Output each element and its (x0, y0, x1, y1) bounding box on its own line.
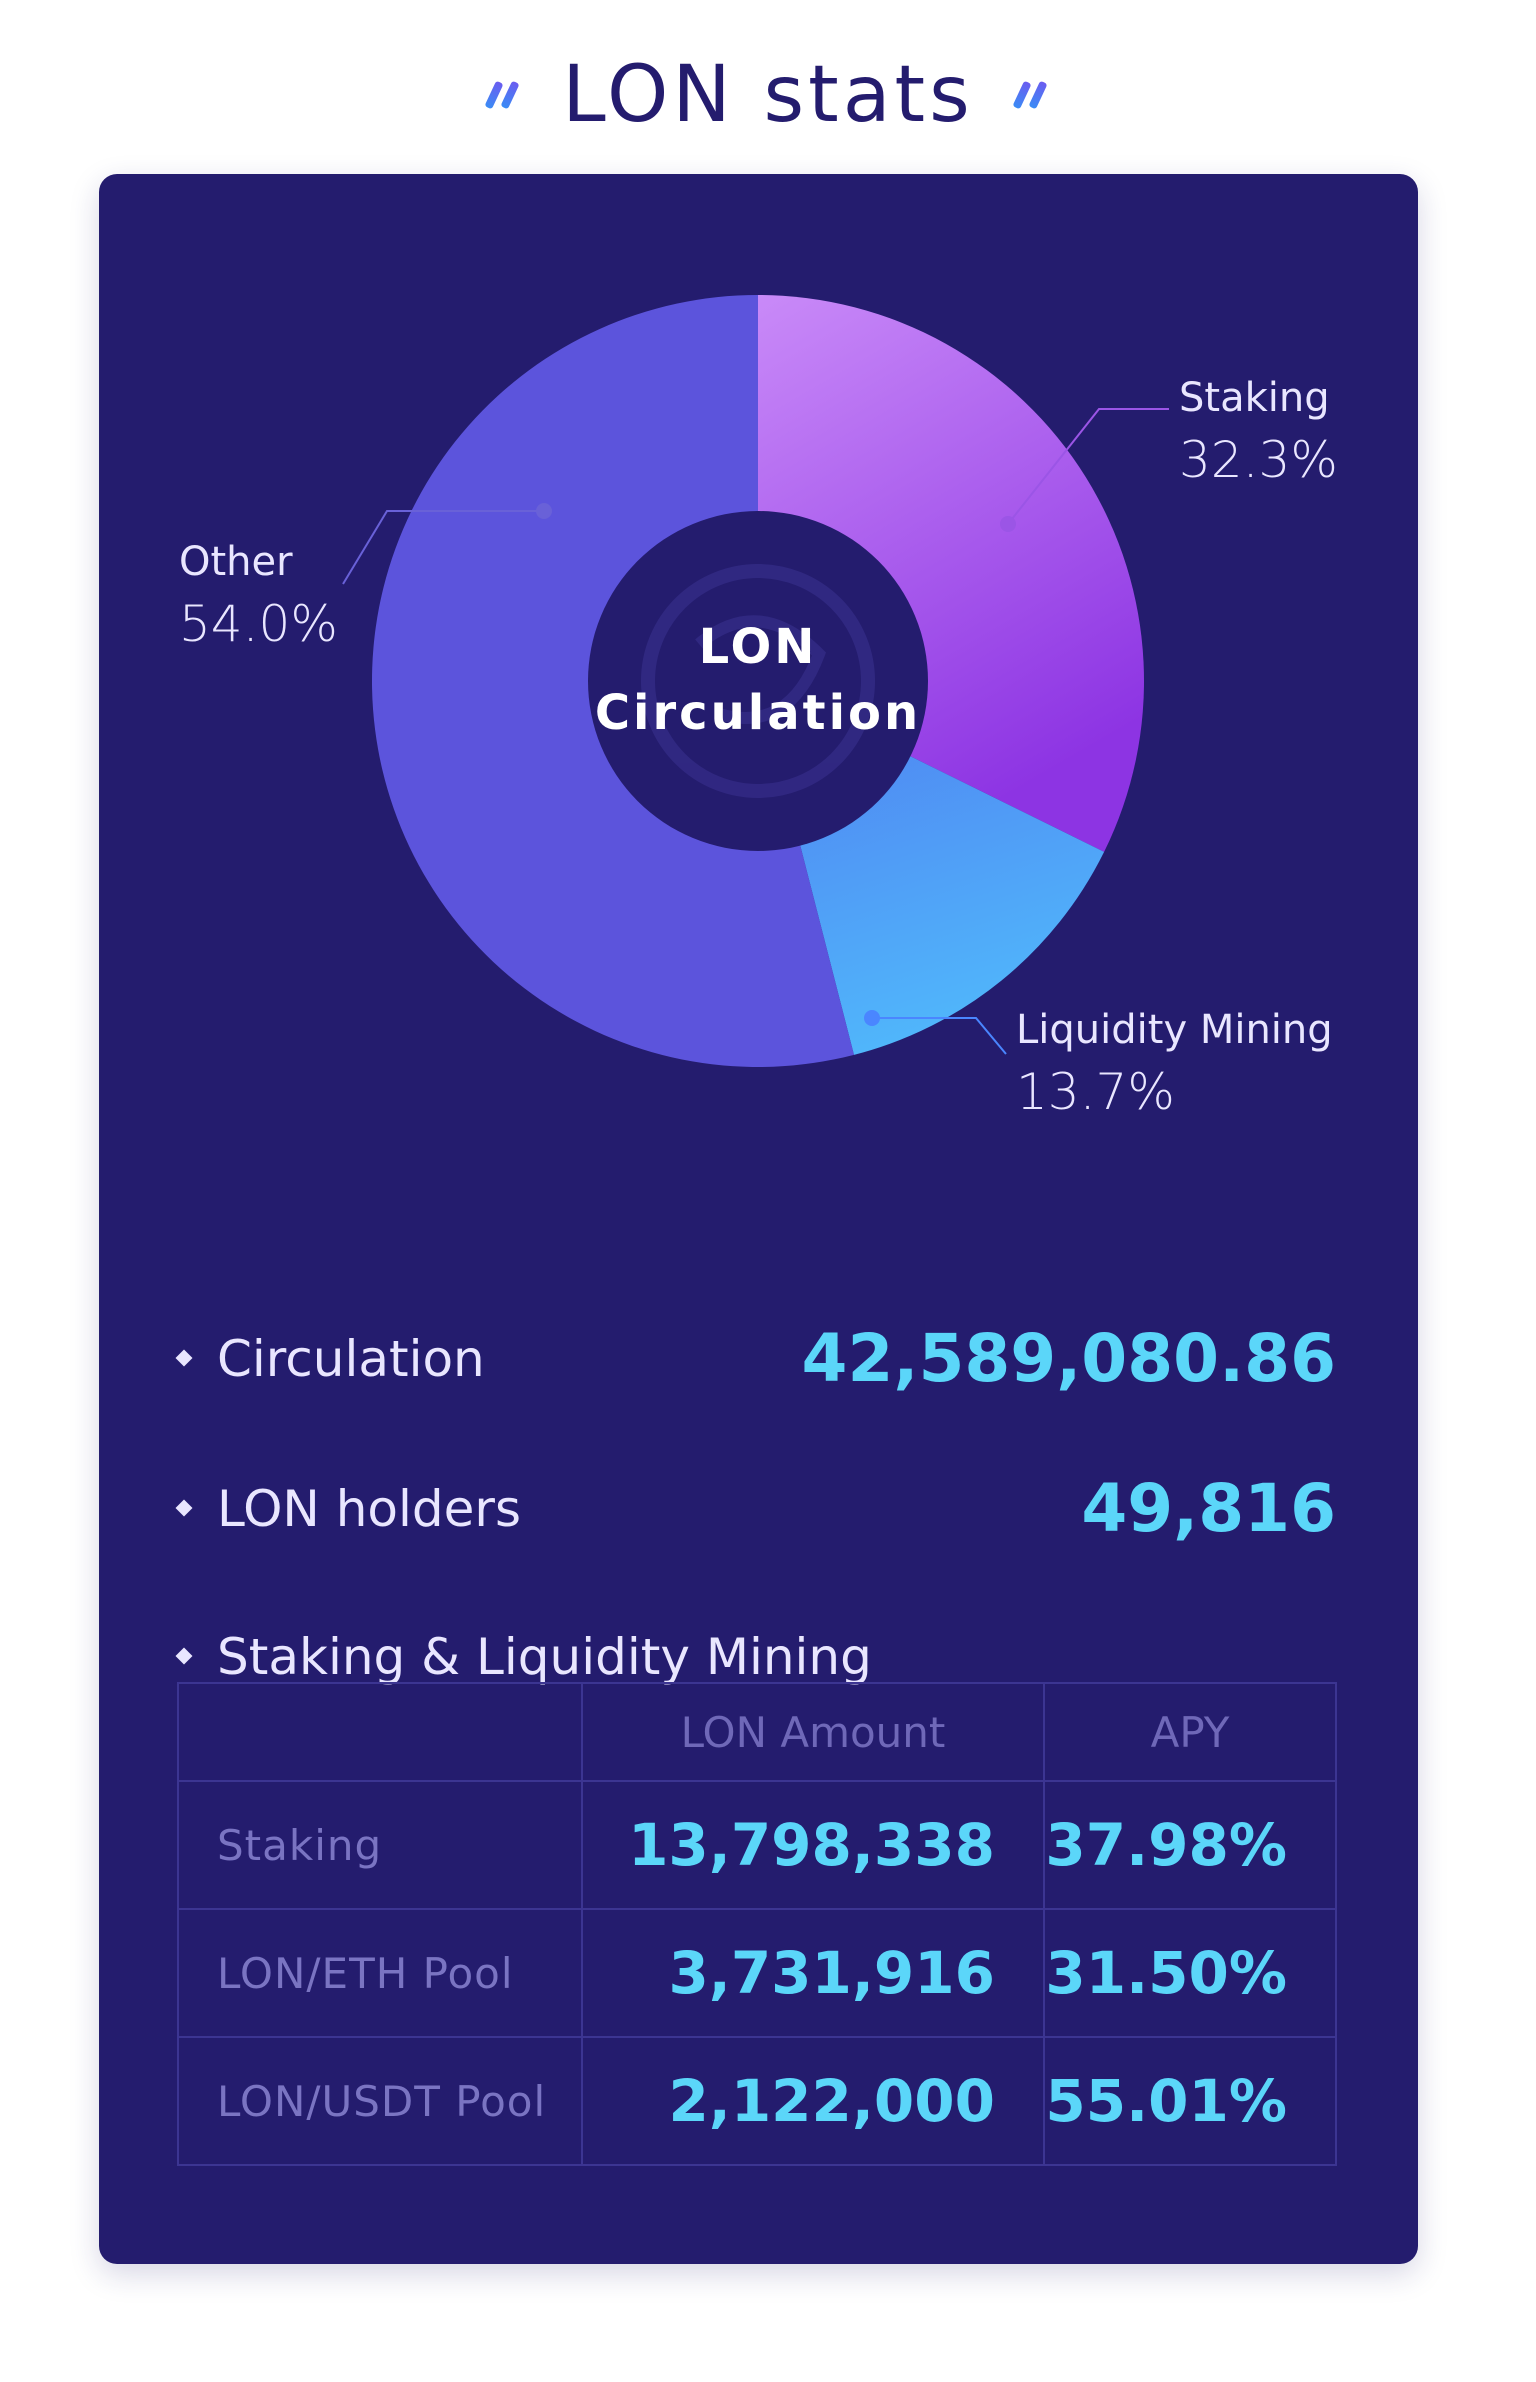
slice-name-staking: Staking (1179, 375, 1330, 421)
slice-label-liquidity: Liquidity Mining 13.7% (1016, 1002, 1333, 1126)
left-slashes-icon (485, 81, 519, 109)
table-header-row: LON Amount APY (177, 1682, 1337, 1782)
table-row-name: Staking (177, 1780, 583, 1910)
table-row-name: LON/USDT Pool (177, 2036, 583, 2166)
mining-heading-row: Staking & Liquidity Mining (99, 1612, 1418, 1702)
table-row-apy: 31.50% (1043, 1908, 1337, 2038)
slice-label-staking: Staking 32.3% (1179, 370, 1338, 494)
slice-pct-liquidity: 13.7% (1016, 1063, 1175, 1121)
donut-chart (342, 295, 1169, 1067)
table-row: LON/USDT Pool 2,122,000 55.01% (177, 2036, 1337, 2166)
table-header-amount: LON Amount (581, 1682, 1045, 1782)
slice-name-other: Other (179, 539, 293, 585)
bullet-icon (175, 1349, 193, 1367)
center-label-line2: Circulation (594, 685, 922, 741)
leader-liquidity-line (872, 1017, 1007, 1055)
center-label-line1: LON (698, 619, 818, 675)
table-row-apy: 55.01% (1043, 2036, 1337, 2166)
center-watermark-icon (641, 564, 875, 798)
leader-other-dot (536, 503, 552, 519)
table-row-amount: 13,798,338 (581, 1780, 1045, 1910)
leader-liquidity-dot (864, 1010, 880, 1026)
table-row: LON/ETH Pool 3,731,916 31.50% (177, 1908, 1337, 2038)
circulation-row: Circulation 42,589,080.86 (99, 1314, 1418, 1404)
stats-card: LON Circulation Staking 32.3% Liquidity … (99, 174, 1418, 2264)
title-text: LON stats (562, 50, 974, 140)
holders-row: LON holders 49,816 (99, 1464, 1418, 1554)
table-row: Staking 13,798,338 37.98% (177, 1780, 1337, 1910)
circulation-label: Circulation (217, 1330, 485, 1388)
holders-value: 49,816 (1081, 1470, 1336, 1547)
center-label: LON Circulation (558, 614, 958, 746)
table-header-empty (177, 1682, 583, 1782)
table-row-amount: 2,122,000 (581, 2036, 1045, 2166)
slice-label-other: Other 54.0% (179, 534, 338, 658)
circulation-value: 42,589,080.86 (801, 1320, 1336, 1397)
bullet-icon (175, 1499, 193, 1517)
mining-table: LON Amount APY Staking 13,798,338 37.98%… (177, 1682, 1337, 2166)
leader-staking-line (1007, 408, 1169, 525)
slice-pct-other: 54.0% (179, 595, 338, 653)
holders-label: LON holders (217, 1480, 522, 1538)
right-slashes-icon (1013, 81, 1047, 109)
table-header-apy: APY (1043, 1682, 1337, 1782)
mining-label: Staking & Liquidity Mining (217, 1628, 872, 1686)
slice-name-liquidity: Liquidity Mining (1016, 1007, 1333, 1053)
leader-other-line (342, 510, 544, 585)
table-row-name: LON/ETH Pool (177, 1908, 583, 2038)
slice-pct-staking: 32.3% (1179, 431, 1338, 489)
table-row-apy: 37.98% (1043, 1780, 1337, 1910)
bullet-icon (175, 1647, 193, 1665)
table-row-amount: 3,731,916 (581, 1908, 1045, 2038)
donut-center (588, 511, 928, 851)
leader-staking-dot (1000, 516, 1016, 532)
page-title: LON stats (0, 40, 1536, 150)
leader-lines (342, 408, 1169, 1055)
